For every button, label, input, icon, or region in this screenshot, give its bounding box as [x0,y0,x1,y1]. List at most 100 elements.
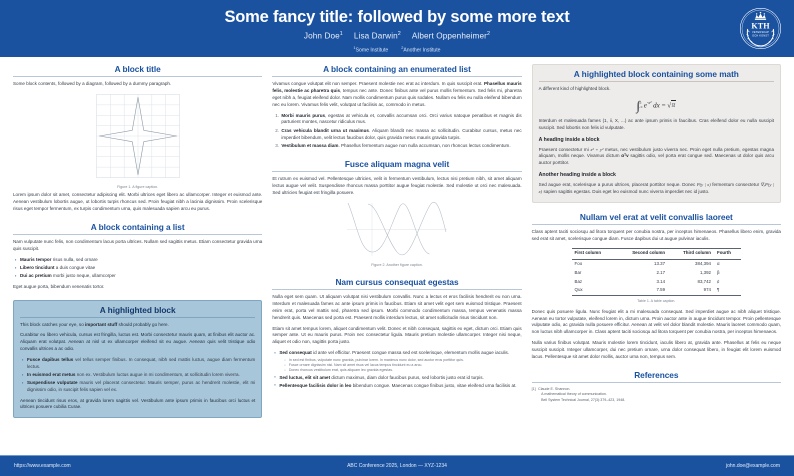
paragraph: Nulla eget sem quam. Ut aliquam volutpat… [272,293,522,320]
author-affiliation-mark: 1 [339,30,343,37]
block-body: Et rutrum ex euismod vel. Pellentesque u… [272,176,521,268]
data-table: First column Second column Third column … [571,247,742,297]
list-item-lead: Sed luctus, elit sit amet [279,374,331,380]
paragraph: Etiam sit amet tempus lorem, aliquet con… [272,325,522,345]
integral-limits: ∞ -∞ [639,101,643,109]
list-item-rest: , egestas at vehicula et, convallis accu… [281,112,522,125]
block-a-block-containing-an-enumerated-list: A block containing an enumerated list Vi… [272,64,522,150]
block-title: Nam cursus consequat egestas [335,276,459,287]
list-item-lead: Pellentesque facilisis dolor in leo [279,382,352,388]
institute-name: Some Institute [355,47,389,54]
integral-sign-icon: ∫ [636,97,641,113]
block-nam-cursus-consequat-egestas: Nam cursus consequat egestas Nulla eget … [272,276,522,390]
poster-columns: A block title Some block contents, follo… [0,57,794,455]
block-title: A highlighted block [99,304,176,315]
bullet-list: Mauris tempor risus nulla, sed ornare Li… [13,257,262,280]
author-name: John Doe [303,31,340,41]
poster-header: Some fancy title: followed by some more … [0,0,794,57]
block-fusce-aliquam-magna-velit: Fusce aliquam magna velit Et rutrum ex e… [272,158,522,268]
list-item: Cras vehicula blandit urna ut maximus. A… [280,128,521,142]
sub-heading: Another heading inside a block [538,172,616,179]
column-2: A block containing an enumerated list Vi… [267,64,526,455]
table-cell: ¶ [714,286,742,297]
list-item: Sed luctus, elit sit amet dictum maximus… [274,374,521,382]
table-cell: 7.59 [615,286,669,297]
radical-sign-icon: √ [667,101,672,110]
paragraph: This block catches your eye, so importan… [20,322,255,329]
page-title: Some fancy title: followed by some more … [224,7,570,26]
institute-list: 1Some Institute 2Another Institute [353,45,440,54]
sub-bullet-list: In sed est finibus, vulputate nunc gravi… [279,358,521,373]
list-item-rest: morbi justo neque, ullamcorper [51,272,116,278]
list-item-lead: Suspendisse vulputate [27,379,78,385]
block-title: Fusce aliquam magna velit [344,158,450,169]
block-divider [531,224,781,226]
list-item-lead: Mauris tempor [20,256,52,262]
paragraph: Praesent consectetur mi x² + y² metus, n… [539,147,774,168]
column-header: Third column [668,247,714,260]
footer-email-link[interactable]: john.doe@example.com [725,463,780,469]
footer-website-link[interactable]: https://www.example.com [14,463,71,469]
table-row: Bar 2.17 1,392 β [572,269,742,278]
figure-caption: Figure 1. A figure caption. [117,184,159,189]
svg-text:OCH KONST: OCH KONST [752,34,769,38]
text-fragment: metus, nec vestibulum justo viverra nec.… [538,146,774,159]
block-title: A block containing a list [90,221,185,232]
table-header: First column Second column Third column … [571,247,742,260]
block-divider [538,81,774,82]
author-affiliation-mark: 2 [486,30,491,37]
reference-list: [1] Claude E. Shannon. A mathematical th… [532,387,781,403]
block-divider [272,76,522,77]
differential: dx [653,101,660,110]
list-item: Suspendisse vulputate mauris vel placera… [22,380,255,394]
block-body: Vivamus congue volutpat elit non semper.… [272,81,521,150]
block-title: References [634,370,679,380]
column-3: A highlighted block containing some math… [527,64,786,455]
block-divider [272,170,522,172]
table-cell: 83,742 [697,278,711,284]
paragraph: Class aptent taciti sociosqu ad litora t… [531,229,781,241]
figure-2: Figure 2. Another figure caption. [272,201,521,268]
figure-caption: Figure 2. Another figure caption. [371,262,423,267]
institute-item: 2Another Institute [401,45,440,54]
block-nullam-vel-erat: Nullam vel erat at velit convallis laore… [531,212,781,361]
institute-item: 1Some Institute [353,45,388,54]
emphasis-text: Phasellus mauris felis, molestie ac phar… [272,81,522,93]
four-pointed-star-diagram [95,94,180,178]
table-cell: β [717,269,720,275]
institute-mark: 2 [401,44,404,50]
bullet-list: Fusce dapibus tellus vel tellus semper f… [20,357,255,393]
integral-lower-limit: -∞ [639,104,643,109]
author-item: Albert Oppenheimer2 [412,31,490,41]
list-item: Pellentesque facilisis dolor in leo bibe… [274,382,521,390]
list-item: In euismod erat metus non ex. Vestibulum… [22,372,255,379]
radicand: π [670,100,677,110]
reference-title: A mathematical theory of communication. [541,392,607,397]
author-name: Lisa Darwin [353,31,398,41]
block-a-block-title: A block title Some block contents, follo… [13,64,263,213]
block-references: References [1] Claude E. Shannon. A math… [531,370,781,403]
text-fragment: Vivamus congue volutpat elit non semper.… [272,81,484,86]
block-title: A block title [114,64,161,74]
list-item: Vestibulum et massa diam. Phasellus ferm… [280,143,521,150]
column-header: First column [571,247,616,260]
list-item: Fusce dapibus tellus vel tellus semper f… [22,357,255,371]
paragraph: Sed augue erat, scelerisque a purus ultr… [539,182,774,196]
block-divider [13,76,263,77]
text-fragment: Sed augue erat, scelerisque a purus ultr… [538,182,697,188]
svg-text:KTH: KTH [751,22,770,31]
block-title: A highlighted block containing some math [573,69,739,79]
table-body: Foo 13.37 384,394 α Bar 2.17 1,392 β [571,259,742,297]
author-item: Lisa Darwin2 [354,31,401,41]
text-fragment: should probably go here. [117,321,169,327]
table-row: Foo 13.37 384,394 α [572,259,742,268]
block-title: A block containing an enumerated list [323,64,471,74]
block-body: Class aptent taciti sociosqu ad litora t… [532,229,781,361]
paragraph: Interdum et malesuada fames (1, ii, X, .… [538,117,774,130]
reference-source: Bell System Technical Journal, 27(3):379… [541,397,626,402]
list-item: Mauris tempor risus nulla, sed ornare [15,257,262,264]
table-cell: Baz [574,278,583,284]
list-item-rest: bibendum congue. Maecenas congue finibus… [351,382,517,388]
integrand-exponent: -x² [646,99,652,105]
